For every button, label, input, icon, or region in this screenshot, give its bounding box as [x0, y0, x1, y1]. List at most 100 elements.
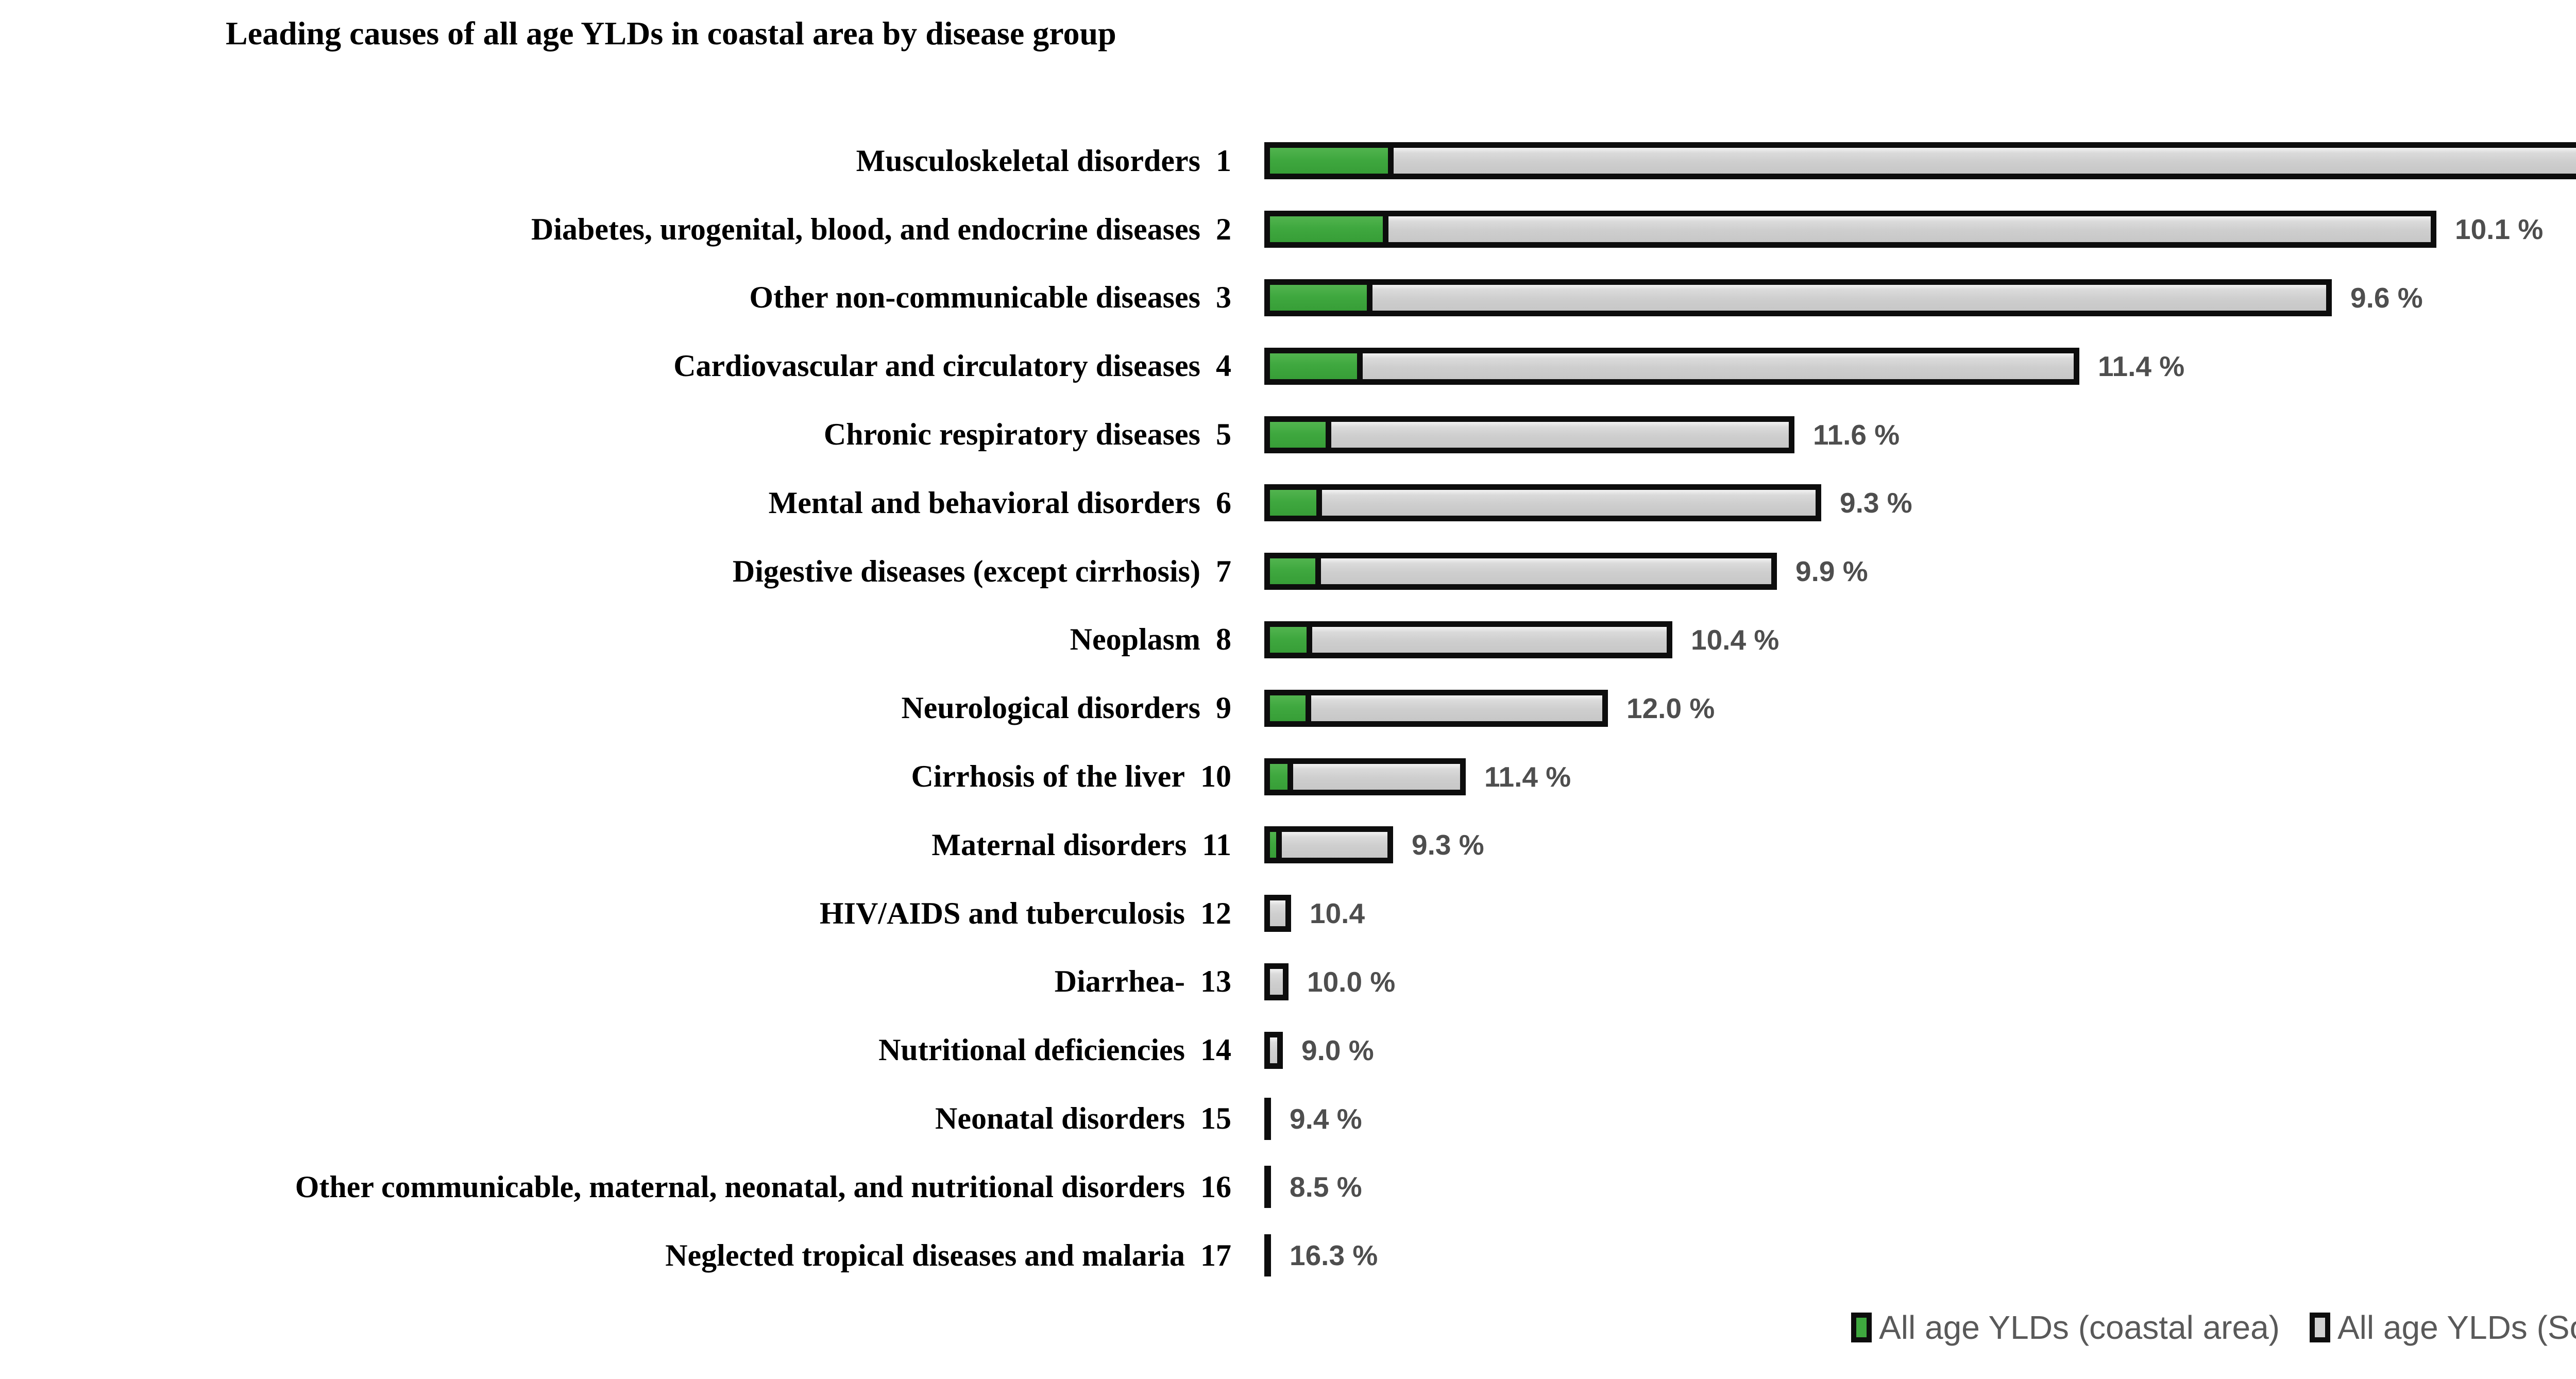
category-name: Diabetes, urogenital, blood, and endocri… [531, 212, 1200, 246]
category-name: Cardiovascular and circulatory diseases [673, 349, 1200, 383]
value-label: 10.0 % [1307, 965, 1396, 998]
category-rank: 14 [1200, 1033, 1231, 1067]
bar-south-korea [1264, 553, 1777, 590]
bar-south-korea [1264, 689, 1608, 727]
category-label: HIV/AIDS and tuberculosis 12 [0, 897, 1231, 930]
bar-coastal-area [1270, 353, 1363, 379]
category-rank: 13 [1200, 964, 1231, 999]
bar-zone: 9.2 % [1264, 142, 2576, 180]
value-label: 16.3 % [1290, 1239, 1378, 1272]
legend-item-south-korea: All age YLDs (South Korea) [2309, 1308, 2576, 1347]
legend: All age YLDs (coastal area) All age YLDs… [1851, 1299, 2576, 1356]
category-name: Other communicable, maternal, neonatal, … [295, 1169, 1185, 1204]
value-label: 10.4 % [1691, 623, 1780, 656]
bar-zone: 11.4 % [1264, 347, 2576, 385]
category-name: Cirrhosis of the liver [911, 759, 1185, 794]
category-rank: 5 [1216, 417, 1231, 452]
bar-zone: 12.0 % [1264, 689, 2576, 727]
bar-south-korea [1264, 347, 2079, 385]
value-label: 9.6 % [2350, 281, 2423, 314]
chart-row: Musculoskeletal disorders 1 9.2 % [0, 127, 2576, 195]
category-rank: 8 [1216, 622, 1231, 657]
chart-row: Mental and behavioral disorders 6 9.3 % [0, 469, 2576, 537]
bar-south-korea [1264, 758, 1466, 795]
bar-coastal-area [1270, 695, 1311, 721]
category-label: Neurological disorders 9 [0, 692, 1231, 724]
chart-row: Neonatal disorders 15 9.4 % [0, 1084, 2576, 1153]
chart-row: Chronic respiratory diseases 5 11.6 % [0, 400, 2576, 469]
bar-south-korea [1264, 211, 2436, 248]
bar-zone: 9.3 % [1264, 484, 2576, 522]
category-name: Digestive diseases (except cirrhosis) [732, 554, 1200, 588]
value-label: 9.0 % [1301, 1034, 1374, 1066]
bar-south-korea [1264, 484, 1821, 522]
category-label: Nutritional deficiencies 14 [0, 1034, 1231, 1066]
chart-title: Leading causes of all age YLDs in coasta… [226, 15, 1116, 52]
bar-coastal-area [1270, 490, 1322, 516]
bar-south-korea [1264, 416, 1794, 453]
chart-row: Nutritional deficiencies 14 9.0 % [0, 1016, 2576, 1084]
value-label: 8.5 % [1290, 1171, 1362, 1203]
bar-south-korea [1264, 621, 1672, 658]
value-label: 9.3 % [1412, 829, 1484, 861]
bar-coastal-area [1270, 216, 1388, 243]
category-label: Neglected tropical diseases and malaria 1… [0, 1239, 1231, 1272]
category-name: Nutritional deficiencies [878, 1033, 1185, 1067]
bar-south-korea [1264, 963, 1289, 1000]
bar-coastal-area [1270, 626, 1312, 653]
value-label: 11.6 % [1813, 418, 1900, 451]
bar-south-korea [1264, 895, 1291, 932]
category-rank: 1 [1216, 143, 1231, 178]
bar-zone: 10.0 % [1264, 963, 2576, 1000]
legend-label-south-korea: All age YLDs (South Korea) [2337, 1309, 2576, 1346]
bar-south-korea [1264, 1031, 1283, 1069]
category-name: Neurological disorders [901, 691, 1200, 725]
bar-zone: 11.4 % [1264, 758, 2576, 795]
bar-south-korea [1264, 142, 2576, 180]
category-label: Neoplasm 8 [0, 623, 1231, 656]
category-name: Neoplasm [1070, 622, 1200, 657]
value-label: 10.4 [1310, 897, 1365, 930]
chart-row: Digestive diseases (except cirrhosis) 7 9.… [0, 537, 2576, 606]
legend-swatch-south-korea-icon [2309, 1313, 2330, 1342]
chart-row: Other communicable, maternal, neonatal, … [0, 1153, 2576, 1221]
value-label: 9.4 % [1290, 1102, 1362, 1135]
bar-zone: 9.3 % [1264, 826, 2576, 864]
chart-row: Neurological disorders 9 12.0 % [0, 674, 2576, 742]
category-label: Chronic respiratory diseases 5 [0, 418, 1231, 451]
legend-item-coastal: All age YLDs (coastal area) [1851, 1308, 2280, 1347]
bar-zone: 9.6 % [1264, 279, 2576, 316]
category-name: Neglected tropical diseases and malaria [665, 1238, 1185, 1272]
bar-zone: 10.1 % [1264, 211, 2576, 248]
category-label: Digestive diseases (except cirrhosis) 7 [0, 555, 1231, 588]
bar-zone: 8.5 % [1264, 1166, 2576, 1208]
bar-coastal-area [1270, 832, 1282, 858]
value-label: 10.1 % [2455, 213, 2544, 246]
bar-zone: 9.9 % [1264, 553, 2576, 590]
category-label: Other non-communicable diseases 3 [0, 281, 1231, 314]
category-rank: 7 [1216, 554, 1231, 588]
chart-row: Diabetes, urogenital, blood, and endocri… [0, 195, 2576, 264]
chart-rows: Musculoskeletal disorders 1 9.2 % Diabetes,… [0, 127, 2576, 1290]
bar-coastal-area [1270, 421, 1331, 448]
category-name: HIV/AIDS and tuberculosis [819, 896, 1185, 930]
category-label: Other communicable, maternal, neonatal, … [0, 1169, 1231, 1204]
category-rank: 10 [1200, 759, 1231, 794]
bar-zone: 10.4 % [1264, 621, 2576, 658]
category-name: Diarrhea- [1054, 964, 1185, 999]
category-label: Neonatal disorders 15 [0, 1102, 1231, 1135]
category-rank: 6 [1216, 485, 1231, 520]
chart-row: Diarrhea- 13 10.0 % [0, 948, 2576, 1016]
bar-south-korea-tick [1264, 1097, 1271, 1140]
category-label: Mental and behavioral disorders 6 [0, 485, 1231, 520]
category-rank: 16 [1200, 1169, 1231, 1204]
bar-coastal-area [1270, 148, 1394, 174]
bar-south-korea [1264, 279, 2332, 316]
value-label: 11.4 % [1484, 760, 1571, 793]
bar-south-korea [1264, 826, 1393, 864]
category-rank: 4 [1216, 349, 1231, 383]
bar-zone: 10.4 [1264, 895, 2576, 932]
category-label: Diarrhea- 13 [0, 965, 1231, 998]
category-rank: 15 [1200, 1101, 1231, 1136]
